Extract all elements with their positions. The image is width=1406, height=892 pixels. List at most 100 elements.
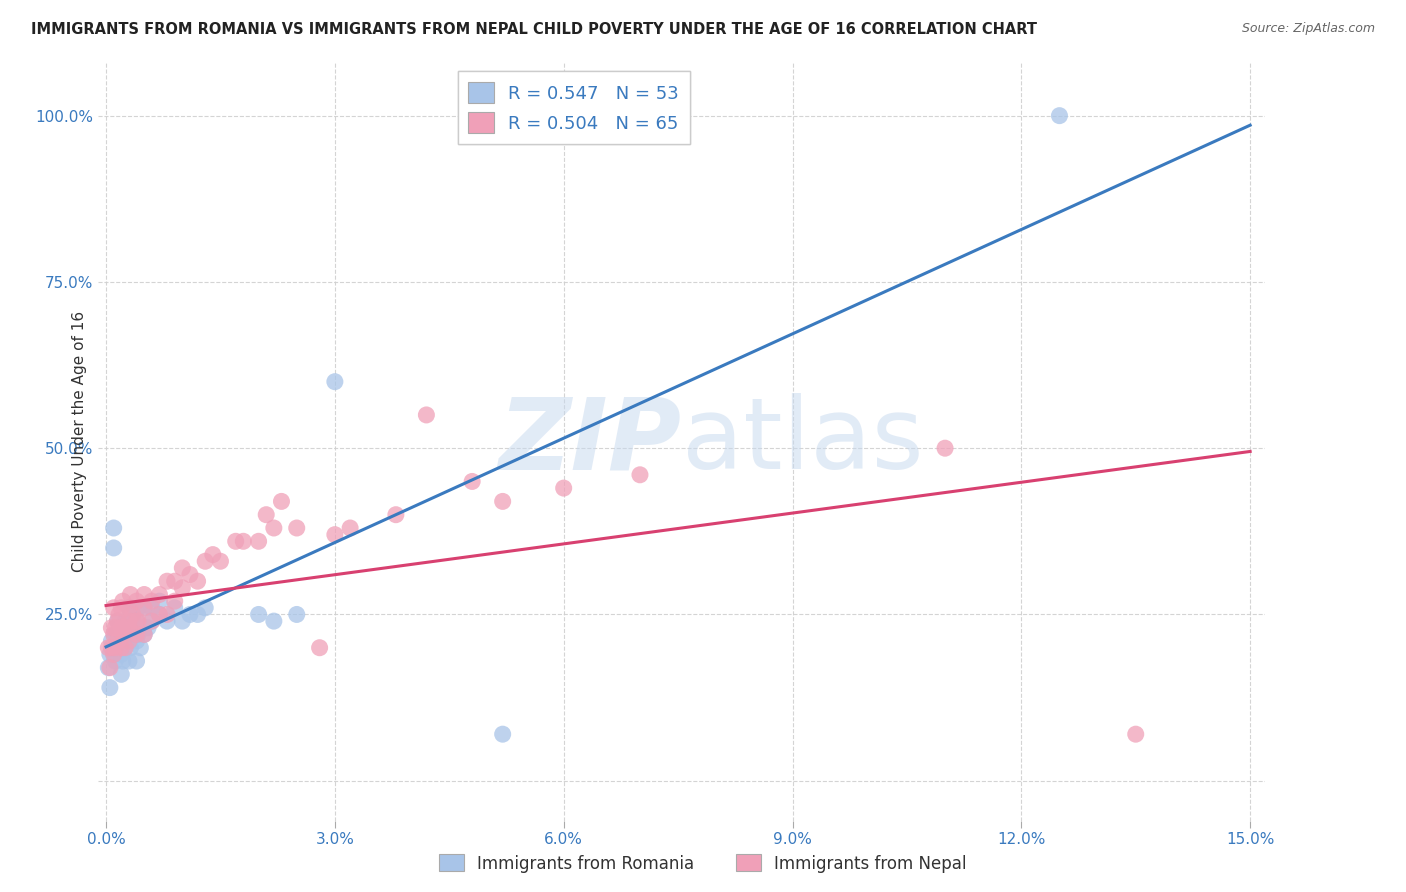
Point	[127, 600, 149, 615]
Point	[134, 627, 156, 641]
Legend: R = 0.547   N = 53, R = 0.504   N = 65: R = 0.547 N = 53, R = 0.504 N = 65	[457, 71, 690, 144]
Point	[385, 508, 408, 522]
Point	[103, 627, 125, 641]
Point	[163, 594, 186, 608]
Point	[98, 648, 121, 662]
Point	[118, 621, 141, 635]
Point	[110, 621, 132, 635]
Point	[114, 640, 136, 655]
Point	[134, 587, 156, 601]
Point	[111, 627, 134, 641]
Point	[117, 621, 139, 635]
Point	[263, 614, 285, 628]
Point	[148, 607, 170, 622]
Point	[127, 627, 149, 641]
Point	[103, 648, 125, 662]
Point	[285, 521, 308, 535]
Point	[148, 587, 170, 601]
Point	[104, 621, 127, 635]
Point	[492, 727, 515, 741]
Point	[129, 640, 152, 655]
Point	[136, 621, 159, 635]
Point	[134, 600, 156, 615]
Point	[125, 594, 148, 608]
Point	[209, 554, 232, 568]
Point	[263, 521, 285, 535]
Point	[247, 534, 270, 549]
Point	[120, 600, 142, 615]
Point	[270, 494, 292, 508]
Point	[110, 648, 132, 662]
Point	[125, 634, 148, 648]
Point	[1125, 727, 1147, 741]
Point	[156, 614, 179, 628]
Point	[141, 594, 163, 608]
Point	[107, 640, 129, 655]
Point	[107, 614, 129, 628]
Point	[461, 475, 484, 489]
Point	[114, 621, 136, 635]
Point	[323, 527, 346, 541]
Legend: Immigrants from Romania, Immigrants from Nepal: Immigrants from Romania, Immigrants from…	[433, 847, 973, 880]
Point	[172, 561, 194, 575]
Text: Source: ZipAtlas.com: Source: ZipAtlas.com	[1241, 22, 1375, 36]
Point	[110, 627, 132, 641]
Text: atlas: atlas	[682, 393, 924, 490]
Point	[103, 541, 125, 555]
Point	[254, 508, 277, 522]
Point	[108, 640, 131, 655]
Point	[492, 494, 515, 508]
Point	[103, 521, 125, 535]
Point	[141, 614, 163, 628]
Point	[100, 640, 122, 655]
Point	[247, 607, 270, 622]
Point	[934, 441, 956, 455]
Point	[118, 634, 141, 648]
Point	[104, 654, 127, 668]
Point	[308, 640, 330, 655]
Point	[107, 634, 129, 648]
Point	[103, 648, 125, 662]
Point	[125, 614, 148, 628]
Point	[201, 548, 224, 562]
Point	[107, 614, 129, 628]
Point	[110, 640, 132, 655]
Point	[339, 521, 361, 535]
Point	[114, 640, 136, 655]
Point	[100, 621, 122, 635]
Text: IMMIGRANTS FROM ROMANIA VS IMMIGRANTS FROM NEPAL CHILD POVERTY UNDER THE AGE OF : IMMIGRANTS FROM ROMANIA VS IMMIGRANTS FR…	[31, 22, 1038, 37]
Point	[187, 607, 209, 622]
Point	[118, 627, 141, 641]
Point	[553, 481, 575, 495]
Point	[187, 574, 209, 589]
Point	[156, 607, 179, 622]
Point	[179, 607, 201, 622]
Point	[125, 654, 148, 668]
Point	[98, 661, 121, 675]
Point	[118, 614, 141, 628]
Point	[163, 600, 186, 615]
Point	[127, 614, 149, 628]
Point	[323, 375, 346, 389]
Point	[111, 654, 134, 668]
Point	[172, 581, 194, 595]
Point	[104, 627, 127, 641]
Point	[97, 661, 120, 675]
Point	[103, 600, 125, 615]
Point	[1049, 109, 1071, 123]
Point	[121, 627, 143, 641]
Point	[172, 614, 194, 628]
Point	[121, 607, 143, 622]
Point	[141, 600, 163, 615]
Point	[108, 607, 131, 622]
Point	[163, 574, 186, 589]
Y-axis label: Child Poverty Under the Age of 16: Child Poverty Under the Age of 16	[72, 311, 87, 572]
Point	[179, 567, 201, 582]
Point	[148, 607, 170, 622]
Point	[118, 600, 141, 615]
Point	[100, 634, 122, 648]
Point	[120, 587, 142, 601]
Point	[141, 614, 163, 628]
Point	[98, 681, 121, 695]
Point	[194, 554, 217, 568]
